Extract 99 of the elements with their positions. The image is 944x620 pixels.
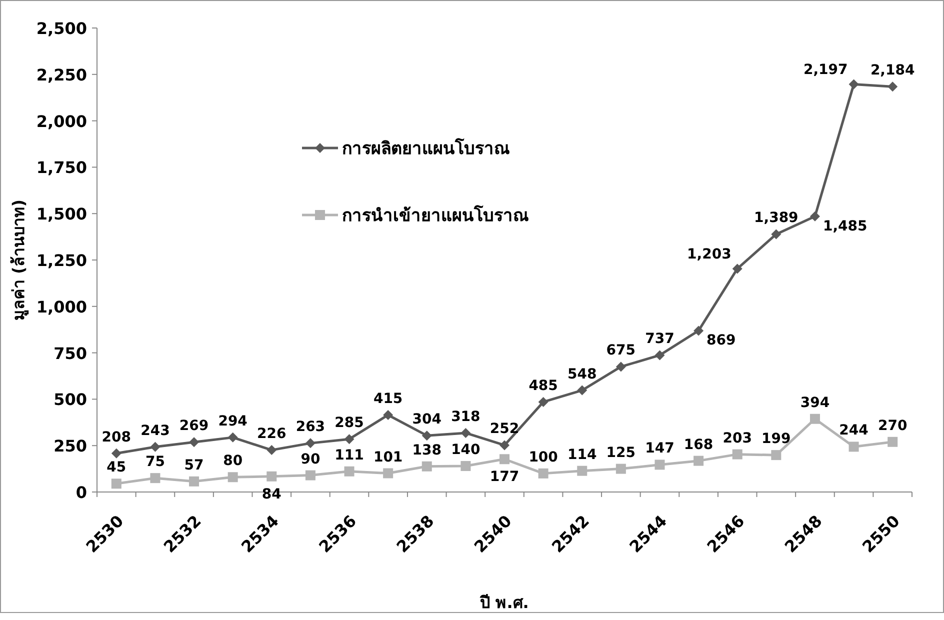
data-label: 263 <box>296 419 326 436</box>
point <box>383 468 394 478</box>
y-tick-label: 1,750 <box>36 158 87 178</box>
data-label: 140 <box>451 442 481 458</box>
data-label: 285 <box>334 415 364 432</box>
y-tick-label: 500 <box>54 390 87 410</box>
data-label: 2,197 <box>803 62 848 78</box>
data-label: 269 <box>179 418 209 434</box>
legend-label: การนำเข้ายาแผนโบราณ <box>342 205 529 226</box>
data-label: 203 <box>722 430 752 446</box>
point <box>654 350 665 360</box>
data-label: 318 <box>451 408 480 425</box>
data-label: 45 <box>106 460 126 476</box>
data-label: 114 <box>568 446 597 463</box>
data-label: 101 <box>373 449 403 466</box>
point <box>694 456 704 466</box>
data-label: 125 <box>606 444 636 461</box>
y-tick-label: 250 <box>54 436 87 456</box>
point <box>111 478 122 489</box>
data-label: 252 <box>490 421 520 438</box>
point <box>577 385 588 396</box>
y-tick-label: 1,250 <box>36 251 87 270</box>
data-label: 75 <box>145 454 165 470</box>
point <box>383 410 394 420</box>
data-label: 485 <box>528 378 558 394</box>
data-label: 177 <box>490 469 520 486</box>
data-label: 415 <box>373 390 403 407</box>
point <box>111 448 122 458</box>
data-label: 111 <box>334 447 364 464</box>
point <box>460 461 471 472</box>
point <box>616 362 626 372</box>
y-tick-label: 2,250 <box>36 65 87 84</box>
legend-label: การผลิตยาแผนโบราณ <box>342 138 510 159</box>
point <box>538 468 548 478</box>
y-tick-label: 750 <box>54 344 87 363</box>
point <box>228 432 238 442</box>
point <box>460 428 471 438</box>
data-label: 294 <box>218 413 248 430</box>
point <box>694 326 704 336</box>
data-label: 1,203 <box>687 246 732 263</box>
point <box>888 436 898 447</box>
data-label: 1,389 <box>754 210 798 226</box>
y-tick-label: 0 <box>76 483 87 502</box>
point <box>305 438 316 448</box>
data-label: 243 <box>140 422 170 439</box>
data-label: 244 <box>839 422 869 439</box>
point <box>577 466 588 476</box>
point <box>422 430 432 441</box>
data-label: 737 <box>645 331 674 348</box>
data-label: 84 <box>262 486 282 502</box>
point <box>266 471 277 482</box>
x-axis-title: ปี พ.ศ. <box>479 593 529 612</box>
point <box>150 442 160 452</box>
data-label: 208 <box>102 429 132 446</box>
point <box>810 414 820 424</box>
point <box>848 79 859 90</box>
point <box>344 434 354 444</box>
data-label: 1,485 <box>822 218 868 234</box>
data-label: 226 <box>257 426 286 442</box>
point <box>654 460 665 470</box>
point <box>228 472 238 482</box>
point <box>150 473 160 484</box>
data-label: 80 <box>223 453 243 470</box>
data-label: 100 <box>528 449 558 466</box>
data-label: 394 <box>800 394 830 411</box>
data-label: 304 <box>412 412 442 428</box>
point <box>616 464 626 474</box>
y-tick-label: 2,000 <box>36 112 87 131</box>
point <box>771 229 782 240</box>
point <box>189 437 200 448</box>
point <box>848 442 859 452</box>
point <box>732 264 742 274</box>
data-label: 2,184 <box>870 62 915 79</box>
data-label: 147 <box>645 440 674 457</box>
point <box>771 450 782 460</box>
data-label: 270 <box>878 418 908 434</box>
data-label: 675 <box>606 342 636 359</box>
y-axis-title: มูลค่า (ล้านบาท) <box>9 199 30 321</box>
point <box>266 445 277 456</box>
data-label: 90 <box>300 451 320 468</box>
point <box>189 476 200 486</box>
point <box>732 449 742 460</box>
point <box>344 466 354 476</box>
data-label: 168 <box>684 436 714 453</box>
y-tick-label: 1,500 <box>36 204 87 224</box>
y-tick-label: 2,500 <box>36 19 87 38</box>
data-label: 869 <box>706 332 736 349</box>
data-label: 57 <box>184 457 204 474</box>
data-label: 548 <box>568 366 597 382</box>
point <box>422 461 432 472</box>
point <box>538 396 548 407</box>
point <box>810 211 820 222</box>
point <box>305 470 316 480</box>
y-tick-label: 1,000 <box>36 297 87 316</box>
point <box>500 440 510 450</box>
point <box>500 454 510 464</box>
data-label: 138 <box>412 442 442 458</box>
point <box>888 82 898 92</box>
data-label: 199 <box>762 431 791 448</box>
